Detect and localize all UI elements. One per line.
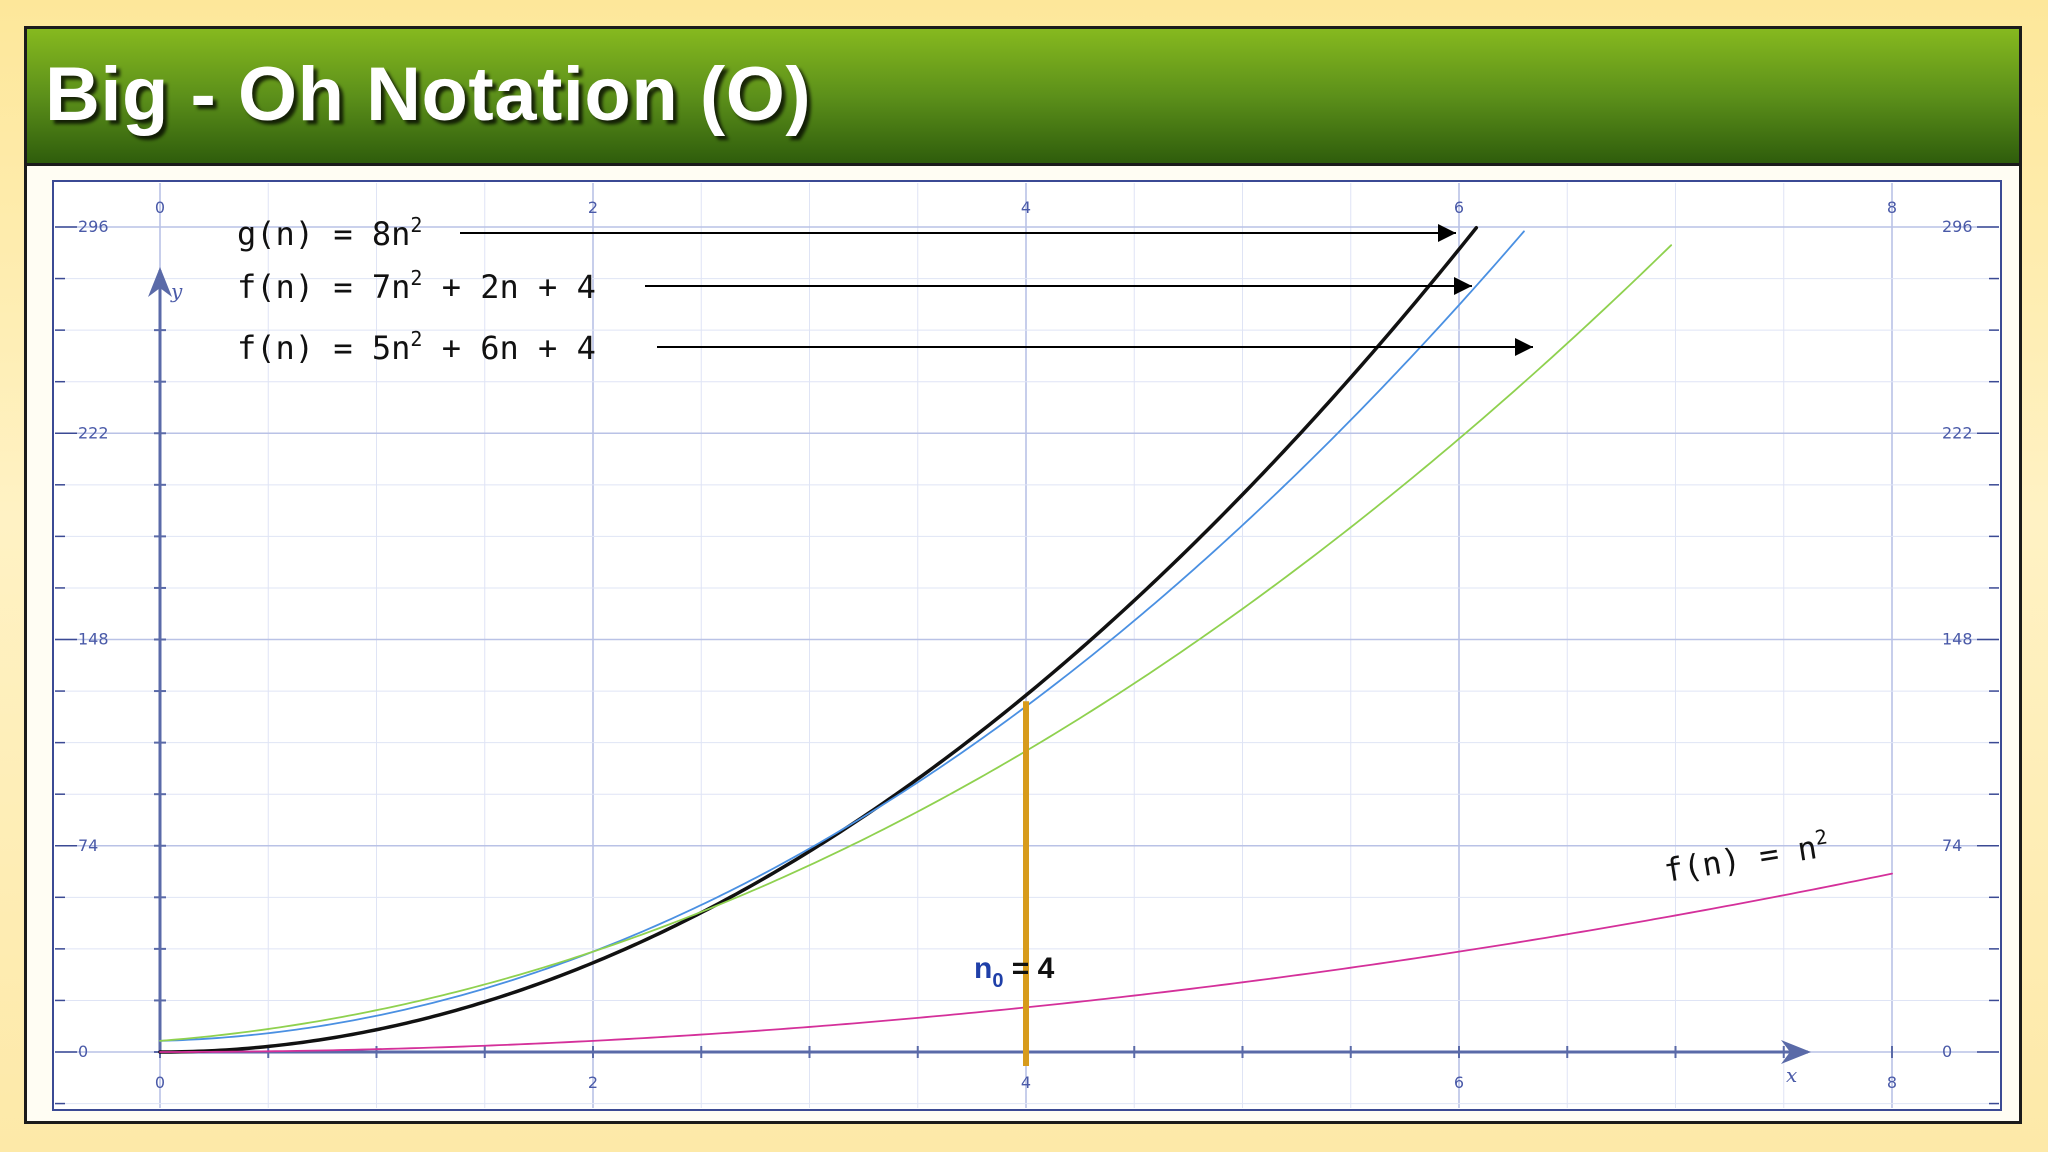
x-tick-label-top: 8	[1887, 198, 1897, 217]
y-tick-label-left: 296	[78, 217, 109, 236]
n0-label: n0 = 4	[974, 952, 1055, 992]
y-tick-label-right: 222	[1942, 423, 1973, 442]
y-tick-label-left: 0	[78, 1042, 88, 1061]
y-tick-label-right: 296	[1942, 217, 1973, 236]
x-axis-label: x	[1786, 1063, 1797, 1087]
n0-annotation: n0 = 4	[974, 701, 1055, 1066]
x-tick-label-top: 4	[1021, 198, 1031, 217]
y-tick-label-right: 74	[1942, 836, 1962, 855]
f-curve-7n2	[159, 230, 1525, 1042]
tick-labels: 0 0 2 2 4 4 6 6 8 8 0 0 74 74 148 148 222 222 296 296	[78, 198, 1973, 1092]
x-tick-label-bottom: 2	[588, 1073, 598, 1092]
y-tick-label-right: 148	[1942, 630, 1973, 649]
y-tick-label-left: 148	[78, 630, 109, 649]
slide-title: Big - Oh Notation (O)	[45, 52, 812, 137]
y-axis-label: y	[170, 279, 183, 303]
y-tick-label-left: 222	[78, 423, 109, 442]
x-tick-label-bottom: 6	[1454, 1073, 1464, 1092]
x-tick-label-bottom: 0	[155, 1073, 165, 1092]
x-tick-label-bottom: 8	[1887, 1073, 1897, 1092]
x-tick-label-top: 0	[155, 198, 165, 217]
g-label: g(n) = 8n2	[237, 213, 422, 253]
y-tick-label-right: 0	[1942, 1042, 1952, 1061]
x-tick-label-bottom: 4	[1021, 1073, 1031, 1092]
title-bar: Big - Oh Notation (O)	[27, 29, 2019, 166]
f-7n2-label: f(n) = 7n2 + 2n + 4	[237, 266, 596, 306]
series-curves	[158, 226, 1893, 1054]
g-curve	[158, 226, 1479, 1054]
x-tick-label-top: 2	[588, 198, 598, 217]
f-curve-5n2	[159, 244, 1673, 1042]
y-tick-label-left: 74	[78, 836, 98, 855]
f-5n2-label: f(n) = 5n2 + 6n + 4	[237, 327, 596, 367]
x-tick-label-top: 6	[1454, 198, 1464, 217]
